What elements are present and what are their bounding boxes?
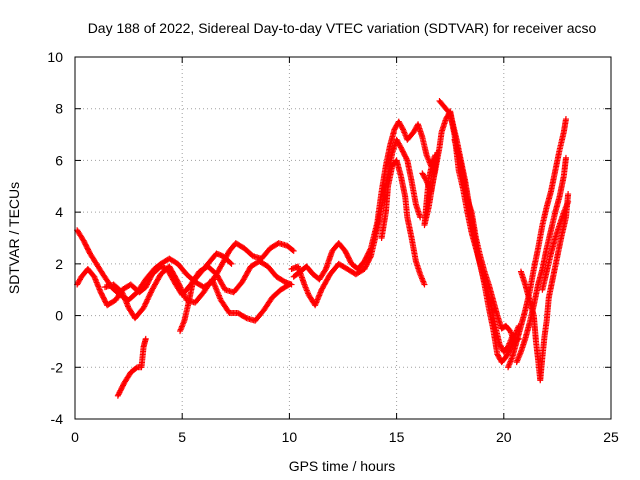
plot-frame bbox=[74, 56, 612, 420]
x-tick-label: 0 bbox=[71, 429, 79, 445]
data-point bbox=[145, 295, 152, 302]
data-point bbox=[143, 299, 150, 306]
data-point bbox=[179, 288, 186, 295]
data-point bbox=[174, 278, 181, 285]
y-axis-label: SDTVAR / TECUs bbox=[6, 182, 22, 294]
data-point bbox=[322, 267, 329, 274]
x-axis-label: GPS time / hours bbox=[289, 458, 396, 474]
x-tick-label: 5 bbox=[178, 429, 186, 445]
data-point bbox=[565, 191, 572, 198]
data-point bbox=[141, 303, 148, 310]
data-point bbox=[562, 154, 569, 161]
data-point bbox=[180, 291, 187, 298]
y-tick-label: 4 bbox=[55, 204, 63, 220]
chart-title: Day 188 of 2022, Sidereal Day-to-day VTE… bbox=[88, 20, 597, 36]
data-point bbox=[286, 281, 293, 288]
axis-ticks bbox=[74, 56, 612, 420]
data-point bbox=[146, 292, 153, 299]
data-point bbox=[289, 247, 296, 254]
x-tick-label: 10 bbox=[282, 429, 298, 445]
data-point bbox=[147, 290, 154, 297]
y-tick-label: -2 bbox=[51, 359, 64, 375]
data-point bbox=[227, 259, 234, 266]
data-point bbox=[175, 280, 182, 287]
tick-labels: 0 5 10 15 20 25 -4 -2 0 2 4 6 8 10 bbox=[47, 49, 619, 445]
y-tick-label: 0 bbox=[55, 308, 63, 324]
data-point bbox=[145, 293, 152, 300]
data-point bbox=[367, 246, 374, 253]
x-tick-label: 20 bbox=[496, 429, 512, 445]
data-point bbox=[177, 284, 184, 291]
x-tick-label: 25 bbox=[603, 429, 619, 445]
data-point bbox=[180, 290, 187, 297]
data-point bbox=[290, 247, 297, 254]
data-point bbox=[430, 157, 437, 164]
data-point bbox=[141, 302, 148, 309]
data-point bbox=[144, 296, 151, 303]
data-point bbox=[140, 304, 147, 311]
y-tick-label: 10 bbox=[47, 49, 63, 65]
data-point bbox=[242, 314, 249, 321]
data-point bbox=[143, 297, 150, 304]
data-point bbox=[181, 292, 188, 299]
grid-lines bbox=[75, 57, 611, 419]
data-point bbox=[421, 281, 428, 288]
data-point bbox=[417, 214, 424, 221]
data-point bbox=[178, 287, 185, 294]
data-point bbox=[446, 109, 453, 116]
y-tick-label: 6 bbox=[55, 152, 63, 168]
y-tick-label: 2 bbox=[55, 256, 63, 272]
data-point bbox=[142, 300, 149, 307]
data-point bbox=[562, 116, 569, 123]
y-tick-label: -4 bbox=[51, 411, 64, 427]
data-points bbox=[74, 97, 572, 399]
y-tick-label: 8 bbox=[55, 101, 63, 117]
x-tick-label: 15 bbox=[389, 429, 405, 445]
data-point bbox=[399, 125, 406, 132]
data-point bbox=[565, 198, 572, 205]
data-point bbox=[178, 285, 185, 292]
data-point bbox=[148, 288, 155, 295]
data-point bbox=[228, 260, 235, 267]
data-point bbox=[403, 156, 410, 163]
data-point bbox=[147, 289, 154, 296]
data-point bbox=[176, 281, 183, 288]
data-point bbox=[285, 282, 292, 289]
data-point bbox=[142, 335, 149, 342]
data-point bbox=[176, 283, 183, 290]
data-point bbox=[174, 277, 181, 284]
